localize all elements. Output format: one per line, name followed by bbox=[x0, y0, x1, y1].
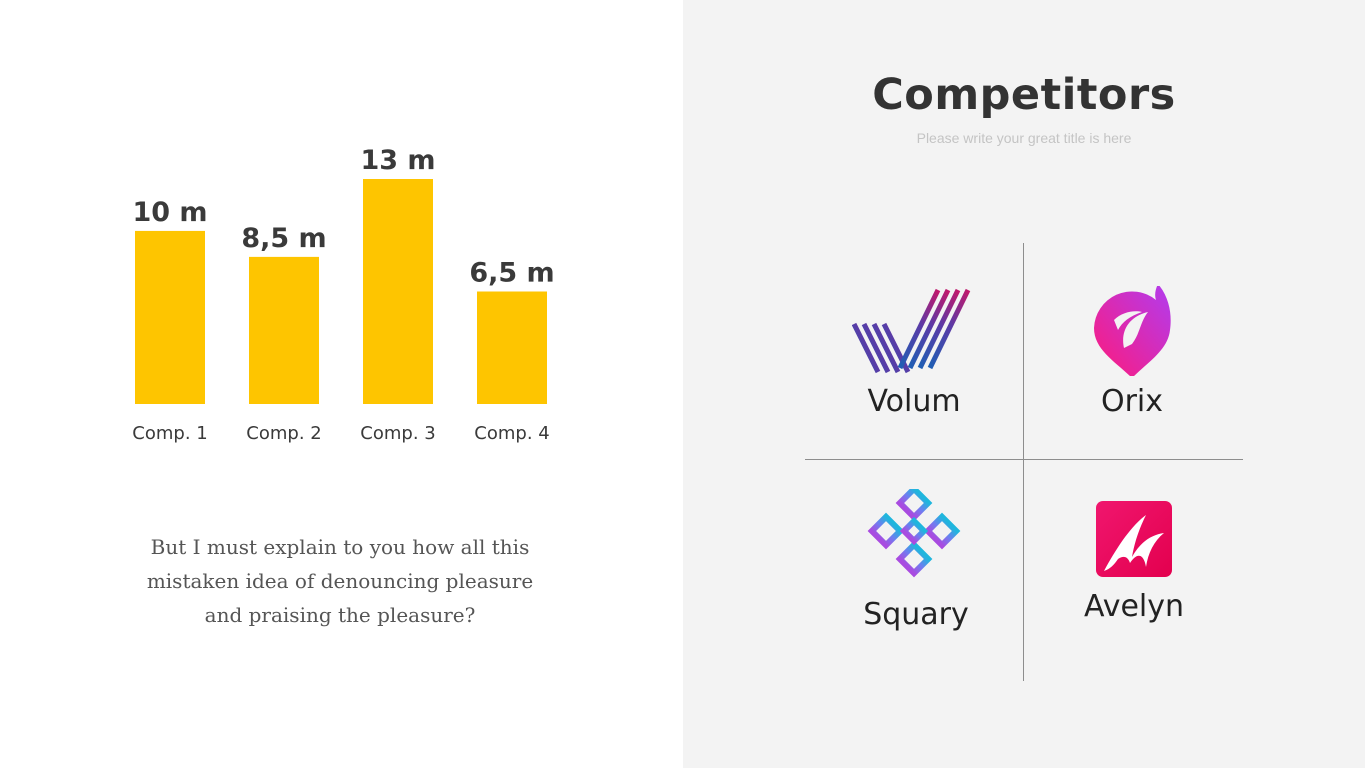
competitor-orix: Orix bbox=[1022, 286, 1242, 419]
description-text: But I must explain to you how all this m… bbox=[146, 535, 534, 627]
bar-value-label: 6,5 m bbox=[469, 258, 554, 289]
category-label: Comp. 2 bbox=[246, 423, 321, 444]
squary-logo-icon bbox=[867, 489, 961, 578]
bar-value-label: 8,5 m bbox=[241, 223, 326, 254]
orix-logo-icon bbox=[1094, 286, 1171, 376]
vertical-divider bbox=[1023, 243, 1024, 681]
bar-2 bbox=[249, 256, 319, 404]
page-subtitle: Please write your great title is here bbox=[916, 130, 1132, 146]
volum-logo-icon bbox=[852, 288, 971, 374]
avelyn-logo-icon bbox=[1096, 501, 1172, 577]
competitor-avelyn: Avelyn bbox=[1024, 497, 1244, 624]
competitor-name: Avelyn bbox=[1083, 589, 1185, 624]
category-label: Comp. 3 bbox=[360, 423, 435, 444]
bar-3 bbox=[363, 179, 433, 404]
bar-1 bbox=[135, 230, 205, 404]
competitor-name: Volum bbox=[867, 384, 961, 419]
competitor-volum: Volum bbox=[804, 286, 1024, 419]
competitors-panel: Competitors Please write your great titl… bbox=[683, 0, 1365, 768]
page-title: Competitors bbox=[872, 70, 1176, 120]
category-label: Comp. 1 bbox=[132, 423, 207, 444]
bar-value-label: 10 m bbox=[132, 197, 207, 228]
competitor-name: Squary bbox=[863, 597, 969, 632]
horizontal-divider bbox=[805, 459, 1243, 460]
competitor-name: Orix bbox=[1100, 384, 1164, 419]
bar-4 bbox=[477, 291, 547, 404]
bar-chart: 10 m Comp. 1 8,5 m Comp. 2 13 m Comp. 3 6,5 m C… bbox=[132, 145, 554, 444]
bar-value-label: 13 m bbox=[360, 145, 435, 176]
chart-panel: 10 m Comp. 1 8,5 m Comp. 2 13 m Comp. 3 6,5 m C… bbox=[132, 145, 555, 627]
category-label: Comp. 4 bbox=[474, 423, 549, 444]
competitor-squary: Squary bbox=[806, 489, 1026, 632]
